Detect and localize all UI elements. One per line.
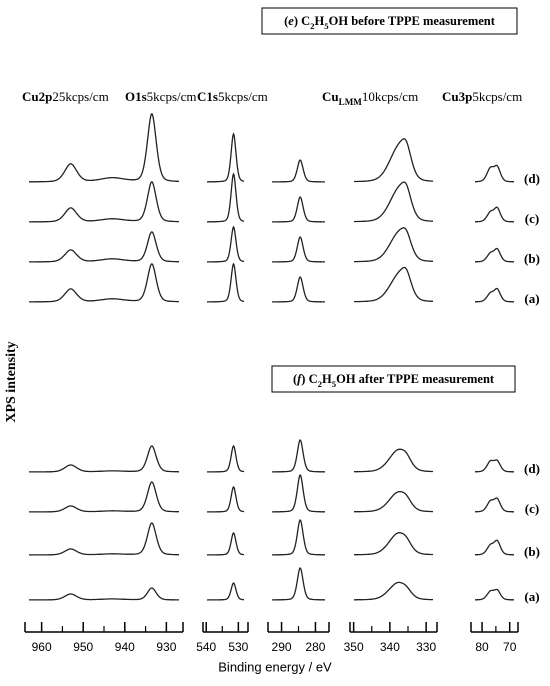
spectrum [29,263,179,303]
spectrum [29,181,179,223]
spectrum [354,532,434,556]
text-part: 5kcps/cm [218,89,268,104]
spectrum [207,532,244,556]
spectrum [354,490,433,513]
x-tick-label: 540 [196,640,216,654]
text-part: f [297,372,303,386]
text-part: Cu2p [22,89,52,104]
sample-label: (d) [524,461,540,476]
region-header: O1s5kcps/cm [125,89,197,104]
x-tick-label: 290 [272,640,292,654]
spectrum [354,266,433,303]
spectrum [29,445,179,473]
sample-label: (a) [524,589,539,604]
text-part: 5 [324,21,329,31]
text-part: 2 [318,379,322,389]
spectrum [29,113,179,183]
panel-title: (f) C2H5OH after TPPE measurement [293,372,495,389]
spectrum [475,287,514,303]
text-part: ( [293,372,297,386]
spectrum [475,459,514,473]
sample-label: (c) [525,211,539,226]
spectrum [29,522,179,556]
text-part: 25kcps/cm [52,89,108,104]
spectrum [354,448,433,473]
spectrum [354,227,433,263]
spectrum [272,474,325,513]
spectrum [272,567,325,601]
sample-label: (c) [525,501,539,516]
spectrum [207,225,245,263]
spectrum [207,582,244,601]
text-part: 2 [310,21,314,31]
spectrum [475,539,514,556]
sample-label: (b) [524,251,540,266]
text-part: Cu [322,89,339,104]
title-box [271,365,516,393]
panel-title: (e) C2H5OH before TPPE measurement [284,14,496,31]
region-header: Cu2p25kcps/cm [22,89,109,104]
text-part: e [288,14,294,28]
text-part: ) C [294,14,310,28]
x-tick-label: 940 [115,640,135,654]
spectrum [354,138,434,183]
x-tick-label: 80 [475,640,489,654]
text-part: O1s [125,89,147,104]
spectrum [272,236,325,263]
spectrum [29,231,179,263]
x-tick-label: 350 [344,640,364,654]
x-tick-label: 340 [380,640,400,654]
x-tick-label: 950 [73,640,93,654]
spectrum [272,276,325,303]
text-part: C1s [197,89,218,104]
spectrum [272,159,325,183]
x-tick-label: 960 [32,640,52,654]
spectrum [207,444,245,473]
x-tick-label: 930 [156,640,176,654]
region-header: Cu3p5kcps/cm [442,89,522,104]
y-axis-label: XPS intensity [4,341,19,422]
text-part: OH before TPPE measurement [329,14,496,28]
spectrum [272,196,325,223]
spectrum [207,485,245,513]
spectrum [354,581,433,601]
text-part: ( [284,14,288,28]
sample-label: (a) [524,291,539,306]
spectrum [475,247,514,263]
text-part: Cu3p [442,89,472,104]
text-part: H [322,372,332,386]
spectrum [272,439,325,473]
spectrum [354,181,433,223]
region-header: CuLMM10kcps/cm [322,89,418,107]
text-part: 5kcps/cm [147,89,197,104]
x-tick-label: 530 [228,640,248,654]
text-part: ) C [301,372,317,386]
text-part: 10kcps/cm [362,89,418,104]
sample-label: (d) [524,171,540,186]
text-part: H [315,14,325,28]
spectrum [475,164,515,183]
spectrum [207,172,245,223]
spectrum [475,497,514,513]
spectrum [475,206,514,223]
title-box [261,7,518,35]
text-part: 5 [332,379,337,389]
spectrum [207,132,245,183]
sample-label: (b) [524,544,540,559]
region-header: C1s5kcps/cm [197,89,268,104]
spectrum [29,481,179,513]
spectrum [475,588,514,601]
spectrum [272,519,325,556]
spectrum [29,587,179,601]
text-part: OH after TPPE measurement [336,372,495,386]
text-part: 5kcps/cm [472,89,522,104]
x-tick-label: 280 [305,640,325,654]
x-axis-label: Binding energy / eV [218,659,332,674]
text-part: LMM [339,97,363,107]
x-tick-label: 330 [416,640,436,654]
spectrum [207,262,244,303]
x-tick-label: 70 [503,640,517,654]
